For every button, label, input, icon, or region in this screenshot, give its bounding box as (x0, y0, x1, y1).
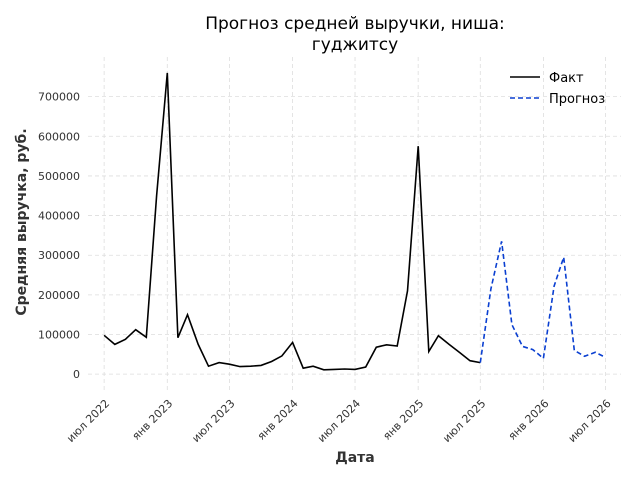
x-axis-ticks: июл 2022 янв 2023 июл 2023 янв 2024 июл 2024… (64, 397, 613, 445)
x-tick-label: янв 2026 (506, 397, 552, 443)
chart-title-line-1: Прогноз средней выручки, ниша: (205, 14, 505, 34)
y-tick-label: 0 (73, 368, 80, 381)
series-line-forecast (479, 241, 606, 363)
x-tick-label: янв 2024 (255, 397, 301, 443)
x-tick-label: янв 2025 (380, 397, 426, 443)
legend-label-forecast: Прогноз (549, 92, 605, 107)
x-tick-label: июл 2026 (566, 397, 614, 445)
y-axis-label: Средняя выручка, руб. (14, 128, 30, 315)
x-tick-label: июл 2023 (189, 397, 237, 445)
y-tick-label: 400000 (38, 210, 80, 223)
y-tick-label: 200000 (38, 289, 80, 302)
x-axis-label: Дата (335, 450, 374, 466)
x-tick-label: июл 2022 (64, 397, 112, 445)
y-tick-label: 500000 (38, 170, 80, 183)
legend: Факт Прогноз (510, 71, 605, 107)
y-tick-label: 700000 (38, 91, 80, 104)
y-tick-label: 300000 (38, 249, 80, 262)
x-tick-label: июл 2025 (440, 397, 488, 445)
y-axis-ticks: 0 100000 200000 300000 400000 500000 600000 700… (38, 91, 80, 381)
y-tick-label: 600000 (38, 130, 80, 143)
x-tick-label: янв 2023 (130, 397, 176, 443)
y-tick-label: 100000 (38, 329, 80, 342)
legend-label-fact: Факт (549, 71, 584, 86)
series-line-fact (103, 72, 481, 371)
series (103, 72, 606, 371)
grid (88, 57, 621, 390)
x-tick-label: июл 2024 (315, 397, 363, 445)
chart-title-line-2: гуджитсу (312, 35, 398, 55)
